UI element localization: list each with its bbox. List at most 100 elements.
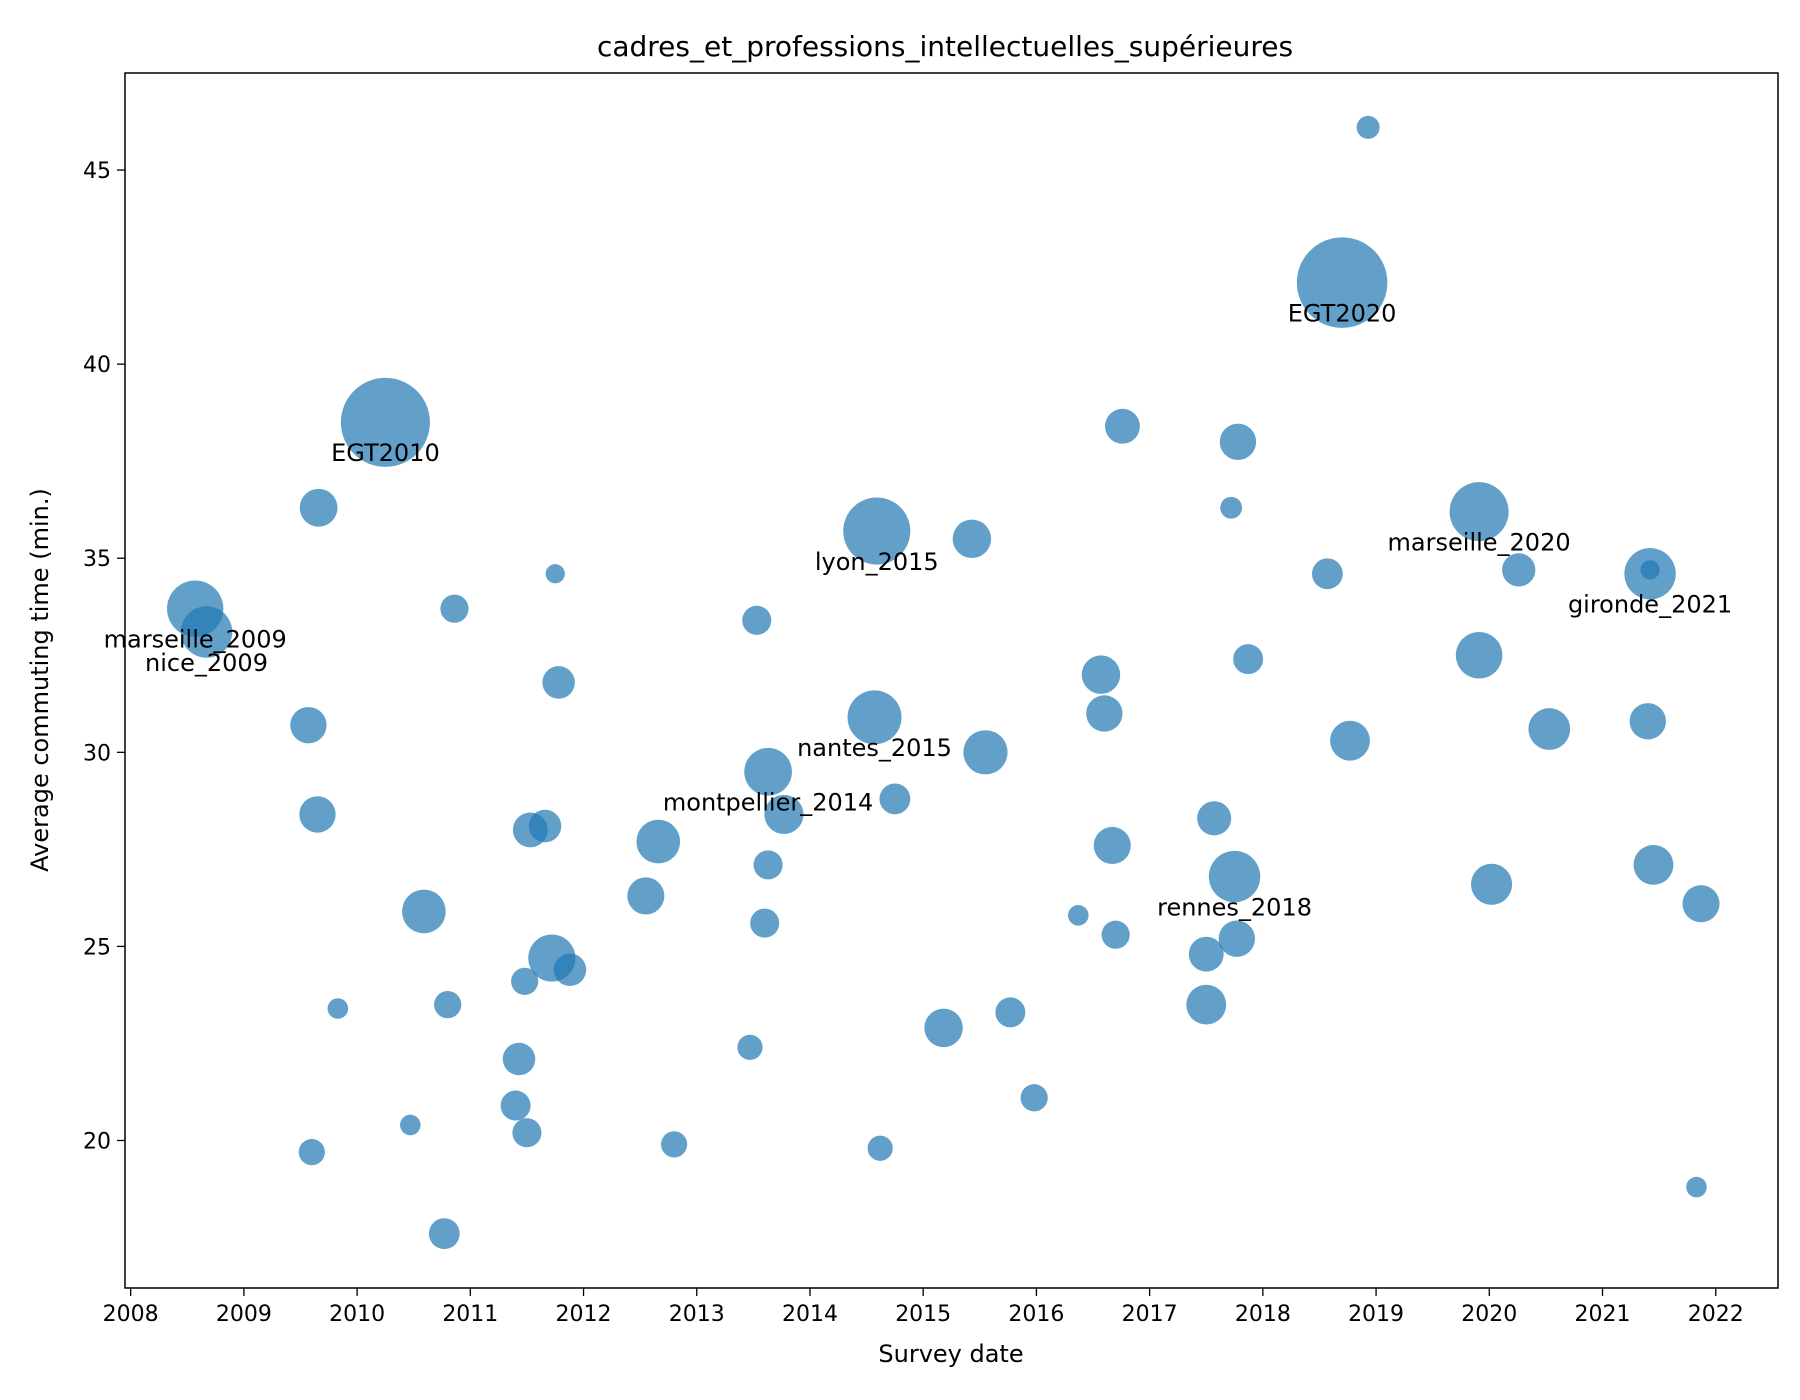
data-point <box>1449 482 1509 542</box>
data-point <box>1296 237 1388 328</box>
data-point <box>742 605 772 635</box>
data-point <box>737 1034 763 1060</box>
data-point <box>502 1042 536 1076</box>
data-point <box>500 1090 531 1121</box>
point-annotation: rennes_2018 <box>1157 893 1312 921</box>
x-tick-label: 2009 <box>216 1302 272 1327</box>
data-point <box>542 666 575 699</box>
data-point <box>1330 720 1370 761</box>
x-tick-label: 2014 <box>782 1302 838 1327</box>
data-point <box>299 488 338 527</box>
x-tick-label: 2008 <box>103 1302 159 1327</box>
x-tick-label: 2021 <box>1575 1302 1631 1327</box>
data-point <box>1101 920 1130 949</box>
data-point <box>1640 560 1660 580</box>
data-point <box>512 1118 542 1148</box>
y-tick-label: 20 <box>83 1129 111 1154</box>
data-point <box>434 991 462 1019</box>
y-tick-label: 25 <box>83 935 111 960</box>
data-point <box>1356 115 1380 139</box>
y-tick-label: 45 <box>83 159 111 184</box>
x-axis-label: Survey date <box>878 1340 1023 1368</box>
data-point <box>867 1135 893 1161</box>
data-point <box>627 877 665 915</box>
data-point <box>753 850 783 880</box>
data-point <box>661 1131 688 1158</box>
data-point <box>843 497 911 565</box>
data-point <box>1311 558 1343 590</box>
x-tick-label: 2011 <box>442 1302 498 1327</box>
y-tick-label: 30 <box>83 741 111 766</box>
x-tick-label: 2012 <box>556 1302 612 1327</box>
data-point <box>1682 885 1720 923</box>
data-point <box>1081 655 1121 694</box>
data-point <box>298 1139 325 1166</box>
y-tick-label: 40 <box>83 353 111 378</box>
x-tick-label: 2017 <box>1122 1302 1178 1327</box>
data-point <box>879 783 911 815</box>
x-axis: 2008 2009 2010 2011 2012 2013 2014 2015 2016 2017… <box>103 1288 1744 1327</box>
data-point <box>1208 850 1261 903</box>
x-tick-label: 2019 <box>1348 1302 1404 1327</box>
data-point <box>1470 863 1513 905</box>
data-point <box>1220 496 1243 519</box>
data-point <box>952 519 992 559</box>
data-point <box>1528 708 1571 750</box>
point-annotation: marseille_2009 <box>104 626 287 654</box>
data-point <box>995 997 1026 1028</box>
data-point <box>847 690 902 745</box>
x-tick-label: 2010 <box>329 1302 385 1327</box>
x-tick-label: 2015 <box>895 1302 951 1327</box>
data-point <box>290 706 327 744</box>
data-point <box>528 809 562 843</box>
y-axis-label: Average commuting time (min.) <box>26 488 54 872</box>
data-point <box>428 1218 460 1250</box>
data-points <box>167 115 1720 1250</box>
point-annotation: marseille_2020 <box>1388 528 1571 556</box>
data-point <box>1455 631 1503 679</box>
data-point <box>1218 920 1255 957</box>
data-point <box>1629 703 1666 740</box>
x-tick-label: 2020 <box>1461 1302 1517 1327</box>
data-point <box>400 1114 421 1136</box>
point-annotation: montpellier_2014 <box>663 789 873 817</box>
data-point <box>636 819 681 864</box>
data-point <box>1502 553 1536 587</box>
data-point <box>1633 844 1674 885</box>
data-point <box>299 796 336 833</box>
data-point <box>1686 1176 1707 1198</box>
point-annotation: gironde_2021 <box>1568 591 1732 619</box>
x-tick-label: 2018 <box>1235 1302 1291 1327</box>
data-point <box>1188 936 1224 972</box>
y-axis: 20 25 30 35 40 45 <box>83 159 125 1154</box>
point-annotation: nice_2009 <box>145 649 268 677</box>
data-point <box>963 730 1008 775</box>
data-point <box>764 794 804 835</box>
data-point <box>1233 644 1264 675</box>
data-point <box>553 953 587 986</box>
data-point <box>744 747 792 796</box>
data-point <box>1197 801 1232 836</box>
data-point <box>1093 826 1131 865</box>
data-point <box>1020 1084 1048 1112</box>
data-point <box>180 606 233 658</box>
data-point <box>545 564 565 584</box>
data-point <box>750 908 780 938</box>
point-annotation: lyon_2015 <box>815 548 939 576</box>
data-point <box>440 594 469 623</box>
x-tick-label: 2022 <box>1688 1302 1744 1327</box>
y-tick-label: 35 <box>83 547 111 572</box>
data-point <box>924 1008 963 1048</box>
data-point <box>1219 423 1257 460</box>
data-point <box>1086 695 1123 732</box>
data-point <box>511 967 539 995</box>
data-point <box>1105 408 1140 444</box>
x-tick-label: 2013 <box>669 1302 725 1327</box>
data-point <box>1068 905 1089 926</box>
data-point <box>402 889 446 934</box>
point-annotation: nantes_2015 <box>797 734 952 762</box>
data-point <box>340 377 430 467</box>
